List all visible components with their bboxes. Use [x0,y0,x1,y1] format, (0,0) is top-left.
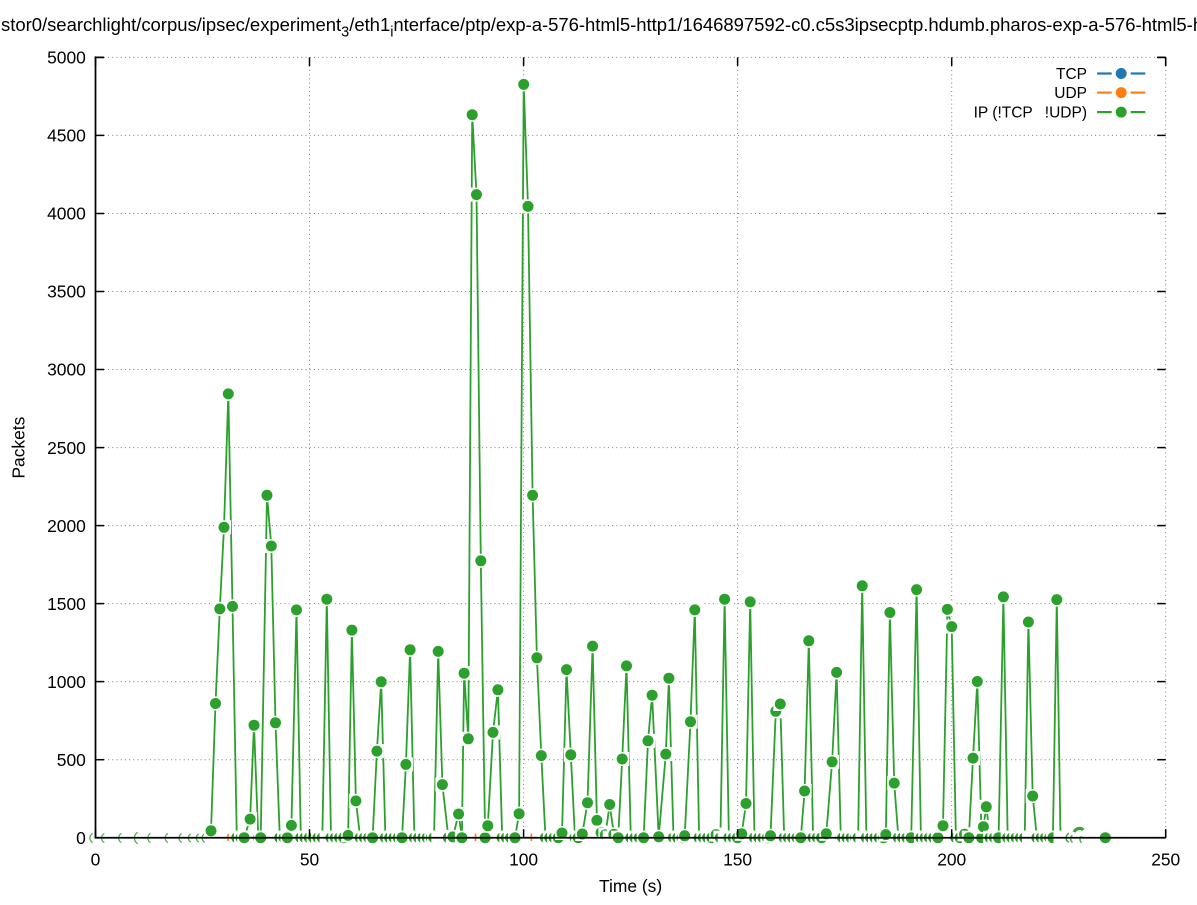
svg-text:IP (!TCP !UDP): IP (!TCP !UDP) [974,105,1087,122]
svg-text:3000: 3000 [47,360,86,380]
svg-text:150: 150 [723,850,752,870]
svg-text:2500: 2500 [47,438,86,458]
svg-text:TCP: TCP [1056,66,1087,83]
svg-text:4500: 4500 [47,126,86,146]
svg-text:0: 0 [76,828,86,848]
svg-text:200: 200 [937,850,966,870]
svg-text:5000: 5000 [47,48,86,68]
svg-text:50: 50 [300,850,319,870]
svg-text:4000: 4000 [47,204,86,224]
svg-text:3500: 3500 [47,282,86,302]
svg-text:1000: 1000 [47,672,86,692]
svg-text:250: 250 [1151,850,1180,870]
svg-text:2000: 2000 [47,516,86,536]
svg-text:Packets: Packets [9,416,29,478]
svg-text:500: 500 [57,750,86,770]
svg-text:0: 0 [91,850,101,870]
svg-text:Time (s): Time (s) [599,876,662,896]
svg-text:1500: 1500 [47,594,86,614]
svg-text:100: 100 [509,850,538,870]
svg-text:UDP: UDP [1054,85,1087,102]
